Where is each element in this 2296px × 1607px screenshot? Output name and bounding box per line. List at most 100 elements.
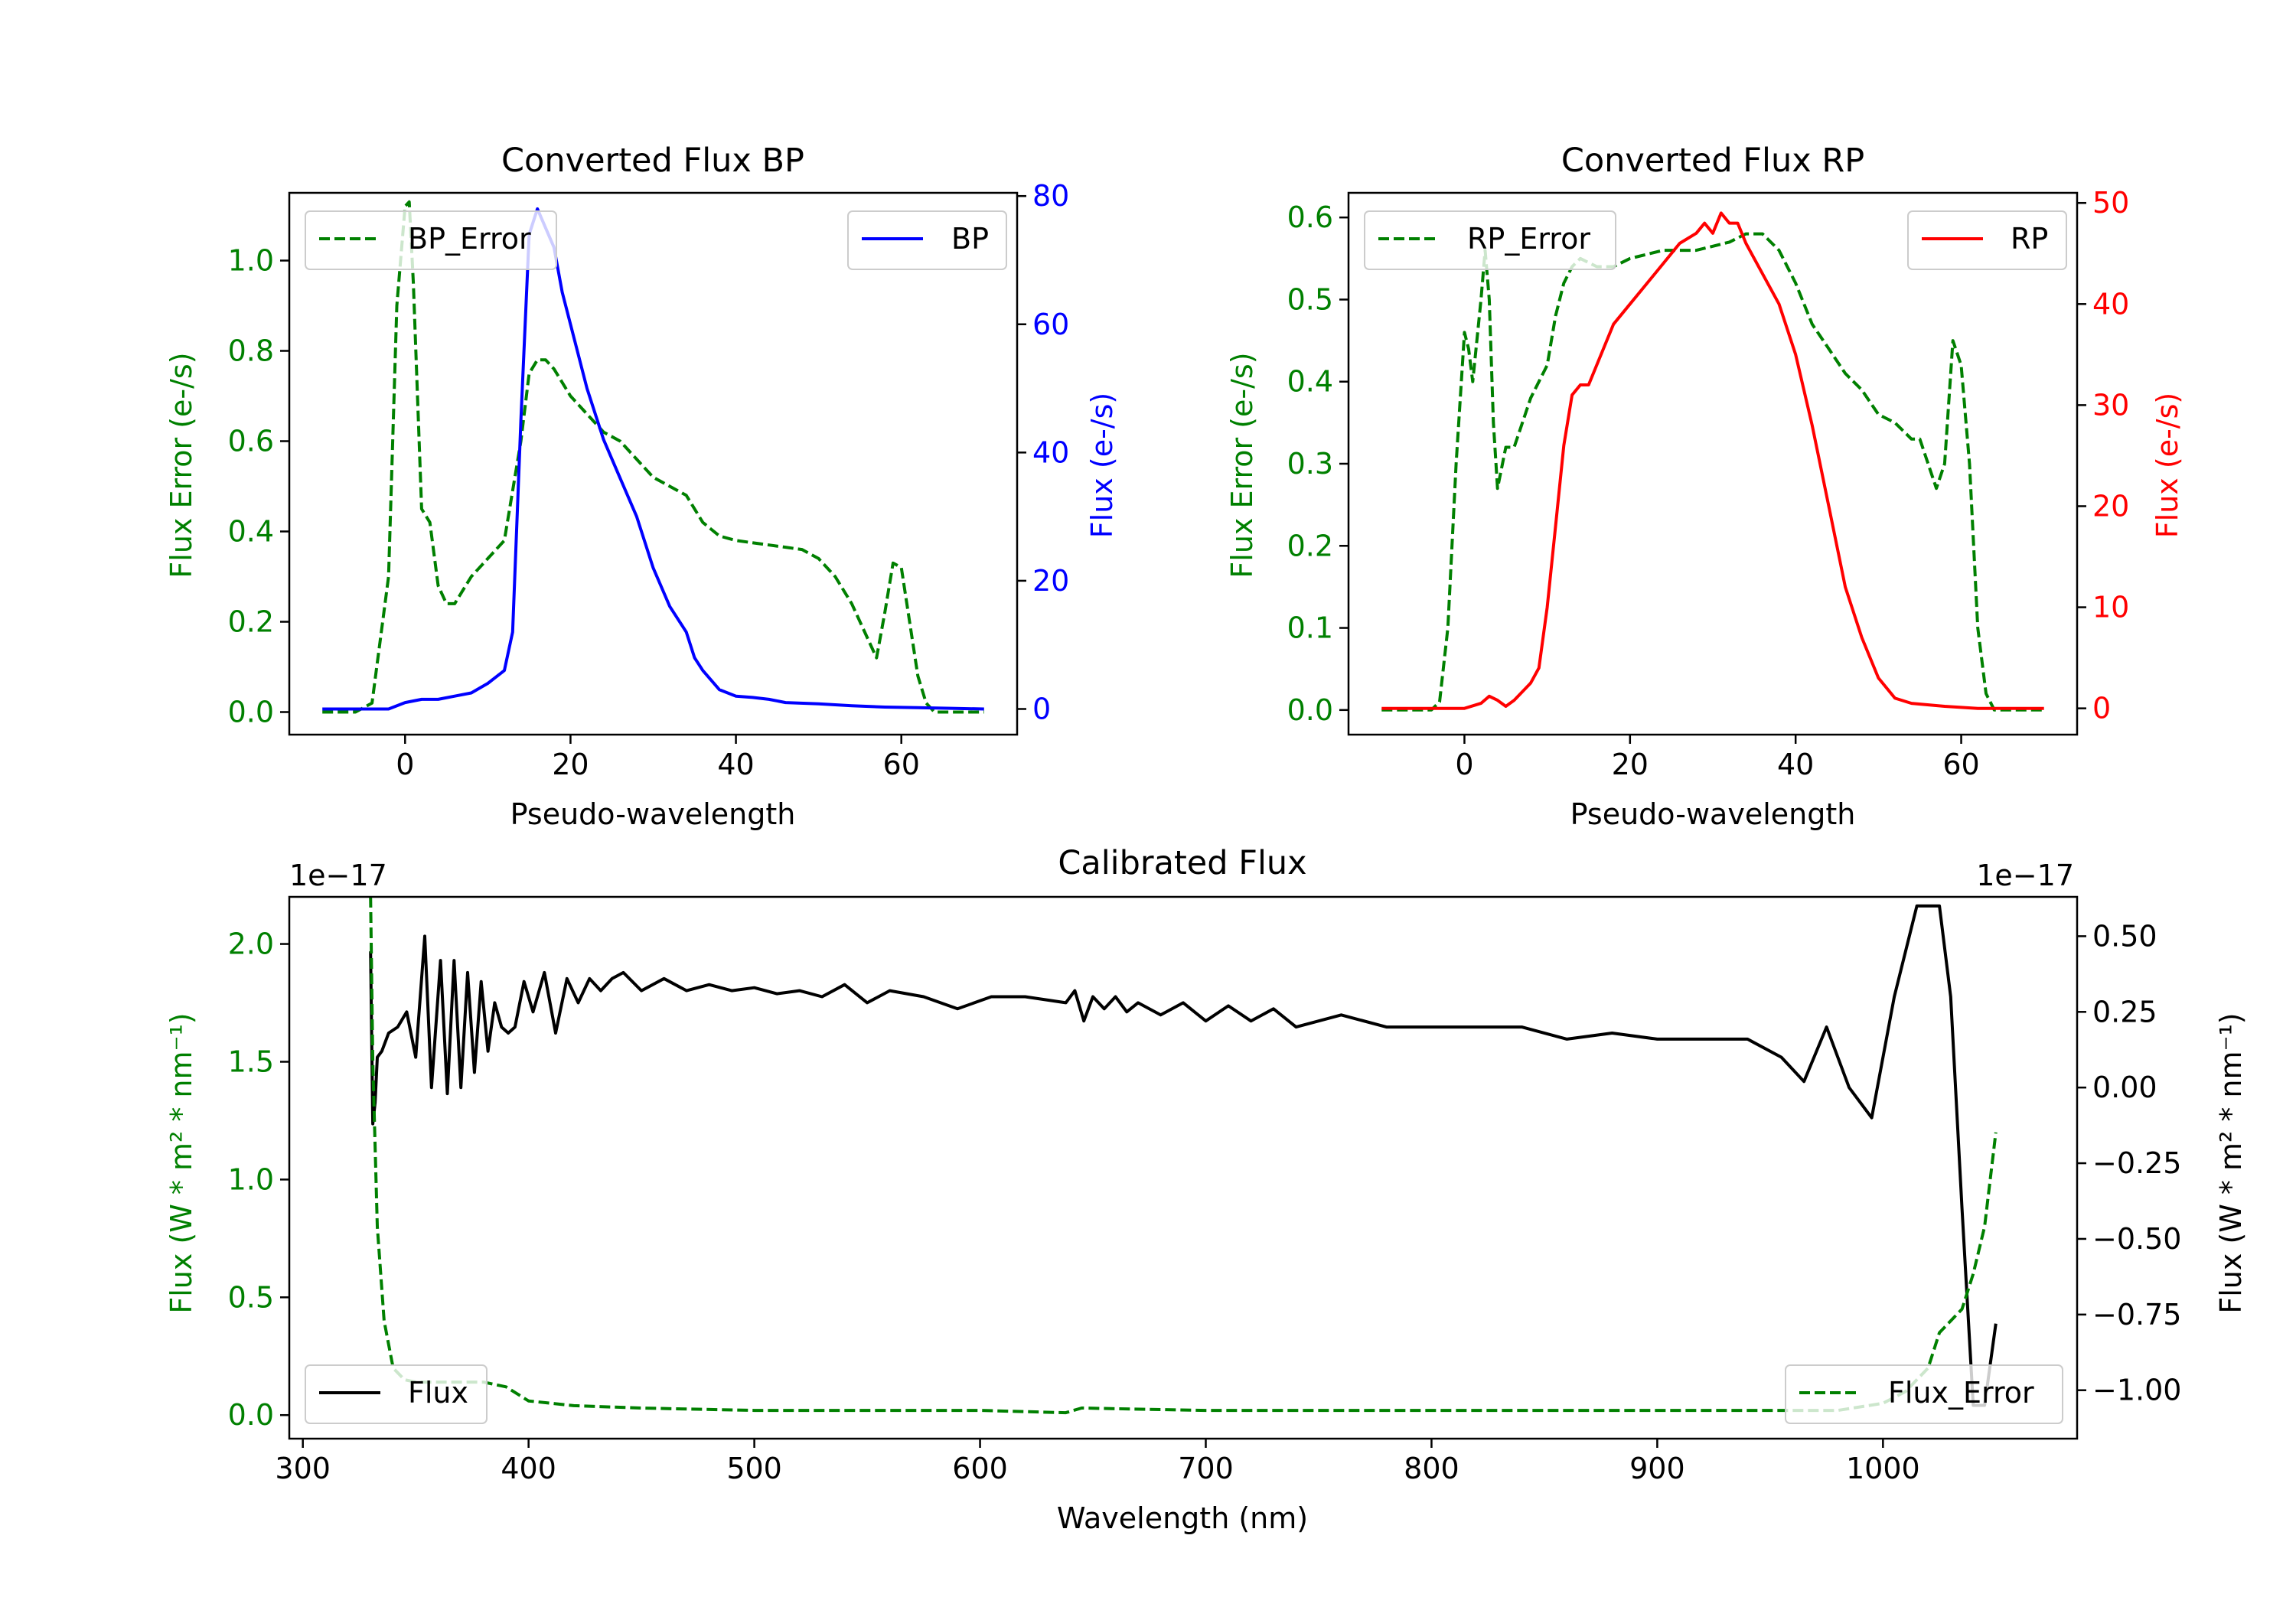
bp-ytick-left-label: 1.0 [228,244,274,278]
cal-ytick-right-label: −1.00 [2092,1374,2181,1407]
cal-ytick-right-label: 0.25 [2092,995,2157,1028]
bp-legend-right-label: BP [951,222,989,256]
cal-ytick-right-label: −0.75 [2092,1298,2181,1332]
cal-ytick-left-label: 0.5 [228,1280,274,1314]
cal-xtick-label: 800 [1404,1452,1459,1485]
rp-legend-left-label: RP_Error [1467,222,1590,256]
bp-series-bp-line [322,207,984,711]
bp-legend-right-box [847,210,1007,270]
rp-legend-right-label: RP [2011,222,2048,256]
rp-ytick-right-label: 0 [2092,692,2111,725]
bp-chart-title: Converted Flux BP [501,142,804,180]
cal-ylabel-right: Flux (W * m² * nm⁻¹) [2214,1012,2248,1313]
bp-ytick-left-label: 0.4 [228,515,274,549]
cal-legend-left: Flux [305,1364,488,1424]
rp-legend-right-box [1907,210,2067,270]
rp-panel: Converted Flux RP Pseudo-wavelength Flux… [1225,142,2184,831]
cal-series-group [369,896,1998,1415]
bp-ytick-right-label: 20 [1032,564,1069,598]
rp-axes-frame [1347,191,2079,736]
cal-xtick-label: 900 [1629,1452,1685,1485]
bp-series-bp-error-line [322,200,984,714]
bp-ytick-right-label: 40 [1032,435,1069,469]
rp-xlabel: Pseudo-wavelength [1570,797,1856,831]
bp-xtick-label: 0 [396,748,414,781]
rp-ytick-right-label: 50 [2092,186,2129,220]
cal-ylabel-left: Flux (W * m² * nm⁻¹) [165,1012,198,1313]
rp-ylabel-left: Flux Error (e-/s) [1225,352,1259,578]
rp-ytick-left-label: 0.3 [1287,447,1333,481]
cal-series-flux-line [369,904,1998,1407]
bp-ytick-left-label: 0.2 [228,605,274,639]
bp-ytick-right-label: 80 [1032,179,1069,213]
rp-ytick-left-label: 0.2 [1287,529,1333,562]
bp-xtick-label: 60 [883,748,920,781]
bp-panel: Converted Flux BP Pseudo-wavelength Flux… [165,142,1119,831]
bp-ytick-left-label: 0.6 [228,425,274,458]
rp-ytick-left-label: 0.0 [1287,693,1333,727]
cal-ytick-left-label: 0.0 [228,1398,274,1432]
rp-ytick-left-label: 0.6 [1287,200,1333,234]
cal-xtick-label: 700 [1178,1452,1234,1485]
rp-ytick-right-label: 40 [2092,287,2129,321]
rp-ytick-left-label: 0.1 [1287,611,1333,645]
cal-xtick-label: 1000 [1846,1452,1920,1485]
rp-series-rp-line [1381,211,2044,710]
rp-xtick-label: 0 [1455,748,1473,781]
cal-legend-right: Flux_Error [1785,1364,2063,1424]
rp-ytick-left-label: 0.5 [1287,282,1333,316]
cal-xtick-label: 300 [275,1452,331,1485]
cal-ytick-right-label: 0.50 [2092,919,2157,953]
bp-axes-frame [288,191,1019,736]
bp-legend-left-label: BP_Error [408,222,531,256]
bp-series-group [322,200,984,714]
cal-xtick-label: 400 [501,1452,556,1485]
cal-ytick-right-label: −0.25 [2092,1146,2181,1180]
cal-xlabel: Wavelength (nm) [1057,1501,1308,1535]
bp-ytick-left-label: 0.8 [228,334,274,368]
rp-chart-title: Converted Flux RP [1561,142,1864,180]
rp-legend-right: RP [1907,210,2067,270]
cal-series-flux-error-line [369,896,1998,1415]
bp-xtick-label: 40 [717,748,754,781]
rp-ytick-right-label: 20 [2092,489,2129,523]
bp-xlabel: Pseudo-wavelength [510,797,796,831]
cal-ytick-right-label: 0.00 [2092,1071,2157,1104]
cal-ytick-right-label: −0.50 [2092,1222,2181,1256]
bp-legend-left-box [305,210,557,270]
calibrated-panel: Calibrated Flux 1e−17 1e−17 Wavelength (… [165,844,2248,1535]
rp-ytick-left-label: 0.4 [1287,365,1333,399]
bp-ytick-right-label: 0 [1032,692,1051,725]
rp-legend-left-box [1364,210,1616,270]
cal-legend-right-label: Flux_Error [1888,1376,2034,1410]
bp-legend-right: BP [847,210,1007,270]
bp-ylabel-right: Flux (e-/s) [1085,393,1119,538]
cal-ytick-left-label: 1.5 [228,1045,274,1078]
cal-legend-left-box [305,1364,488,1424]
bp-legend-left: BP_Error [305,210,557,270]
bp-ylabel-left: Flux Error (e-/s) [165,352,198,578]
rp-xtick-label: 40 [1777,748,1814,781]
rp-xtick-label: 20 [1612,748,1649,781]
rp-series-rp-error-line [1381,232,2044,712]
bp-ytick-right-label: 60 [1032,308,1069,341]
rp-ytick-right-label: 30 [2092,388,2129,422]
bp-ytick-left-label: 0.0 [228,696,274,729]
cal-legend-right-box [1785,1364,2063,1424]
rp-series-group [1381,211,2044,712]
bp-xtick-label: 20 [552,748,589,781]
cal-offset-left: 1e−17 [289,859,387,892]
cal-ytick-left-label: 2.0 [228,927,274,961]
rp-ytick-right-label: 10 [2092,591,2129,624]
rp-xtick-label: 60 [1942,748,1979,781]
cal-xtick-label: 600 [952,1452,1008,1485]
cal-offset-right: 1e−17 [1976,859,2074,892]
cal-axes-frame [288,895,2079,1440]
cal-xtick-label: 500 [726,1452,782,1485]
cal-chart-title: Calibrated Flux [1058,844,1306,882]
cal-legend-left-label: Flux [408,1376,468,1410]
rp-legend-left: RP_Error [1364,210,1616,270]
cal-ytick-left-label: 1.0 [228,1162,274,1196]
rp-ylabel-right: Flux (e-/s) [2151,393,2184,538]
